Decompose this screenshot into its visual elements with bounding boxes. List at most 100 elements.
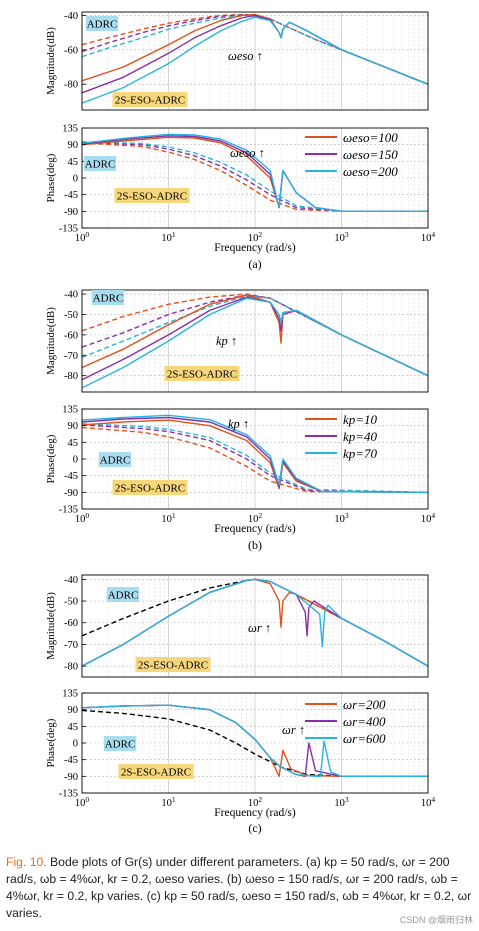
y-tick-label: 135 (62, 124, 78, 135)
y-axis-label: Phase(deg) (45, 434, 57, 483)
series-line (81, 133, 428, 213)
adrc-annotation-label: ADRC (85, 159, 116, 171)
y-tick-label: 45 (68, 438, 79, 449)
series-line (81, 297, 429, 389)
x-tick-label: 101 (161, 795, 176, 809)
series-line (81, 419, 429, 493)
caption-text: Bode plots of Gr(s) under different para… (6, 855, 472, 920)
x-tick-label: 101 (161, 230, 176, 244)
x-tick-label: 104 (421, 795, 436, 809)
adrc-annotation-box (85, 16, 119, 31)
y-tick-label: -90 (64, 772, 78, 783)
param-arrow-label: ωeso ↑ (228, 49, 263, 63)
x-axis-label: Frequency (rad/s) (214, 242, 296, 254)
series-line (81, 704, 428, 777)
legend-entry: ωeso=150 (343, 147, 398, 162)
legend-entry: ωr=400 (343, 714, 386, 729)
y-tick-label: -90 (64, 207, 78, 218)
series-line (81, 424, 429, 493)
param-arrow-label: kp ↑ (228, 417, 249, 431)
adrc-annotation-label: ADRC (93, 293, 124, 305)
y-tick-label: 90 (68, 421, 79, 432)
x-axis-label: Frequency (rad/s) (214, 807, 296, 819)
y-tick-label: -135 (59, 789, 78, 800)
y-tick-label: -70 (64, 640, 78, 651)
y-tick-label: 90 (68, 705, 79, 716)
adrc-annotation-label: ADRC (105, 739, 136, 751)
eso-annotation-box (114, 188, 190, 203)
eso-annotation-label: 2S-ESO-ADRC (138, 660, 208, 672)
chart-c-mag: -40 -50 -60 -70 -80 Magnitude(dB) ADRC 2S-ESO-A… (45, 574, 429, 678)
y-tick-label: -80 (64, 80, 78, 91)
series-line (81, 414, 429, 493)
y-tick-label: -60 (64, 618, 78, 629)
param-arrow-label: ωr ↑ (248, 621, 271, 635)
plot-frame (81, 11, 429, 111)
y-tick-label: -50 (64, 310, 78, 321)
y-tick-label: -45 (64, 190, 78, 201)
eso-annotation-label: 2S-ESO-ADRC (115, 95, 185, 107)
x-tick-label: 103 (334, 795, 349, 809)
y-tick-label: -40 (64, 290, 78, 301)
chart-b-mag: -40 -50 -60 -70 -80 Magnitude(dB) ADRC 2S-ESO-A… (45, 289, 429, 393)
series-line (81, 423, 429, 493)
y-axis-label: Magnitude(dB) (45, 27, 57, 95)
x-tick-label: 104 (421, 511, 436, 525)
adrc-annotation-box (98, 452, 132, 467)
legend-entry: ωeso=100 (343, 130, 398, 145)
y-tick-label: -45 (64, 471, 78, 482)
adrc-annotation-label: ADRC (100, 455, 131, 467)
y-axis-label: Magnitude(dB) (45, 592, 57, 660)
adrc-annotation-box (83, 156, 117, 171)
x-tick-label: 101 (161, 511, 176, 525)
x-tick-label: 100 (75, 511, 90, 525)
eso-annotation-box (164, 366, 240, 381)
series-line (81, 16, 429, 104)
eso-annotation-label: 2S-ESO-ADRC (115, 483, 185, 495)
series-line (81, 426, 429, 493)
y-tick-label: -135 (59, 505, 78, 516)
plot-frame (81, 289, 429, 393)
y-tick-label: 0 (73, 455, 78, 466)
adrc-annotation-label: ADRC (87, 19, 118, 31)
caption-label: Fig. 10. (6, 855, 47, 869)
x-axis-label: Frequency (rad/s) (214, 523, 296, 535)
y-tick-label: 135 (62, 689, 78, 700)
y-axis-label: Magnitude(dB) (45, 307, 57, 375)
y-tick-label: -135 (59, 224, 78, 235)
eso-annotation-label: 2S-ESO-ADRC (167, 369, 237, 381)
x-tick-label: 104 (421, 230, 436, 244)
y-tick-label: -40 (64, 575, 78, 586)
x-tick-label: 100 (75, 795, 90, 809)
param-arrow-label: kp ↑ (216, 334, 237, 348)
param-arrow-label: ωr ↑ (282, 723, 305, 737)
legend-entry: ωr=200 (343, 697, 386, 712)
y-tick-label: -80 (64, 371, 78, 382)
y-tick-label: -70 (64, 351, 78, 362)
y-tick-label: 45 (68, 722, 79, 733)
eso-annotation-label: 2S-ESO-ADRC (117, 191, 187, 203)
series-line (81, 578, 429, 667)
y-tick-label: 45 (68, 157, 79, 168)
watermark: CSDN @烟雨归林 (399, 915, 473, 925)
adrc-annotation-box (91, 290, 125, 305)
series-line (81, 13, 429, 85)
eso-annotation-box (135, 657, 211, 672)
eso-annotation-label: 2S-ESO-ADRC (121, 767, 191, 779)
legend-entry: kp=70 (343, 446, 378, 461)
x-tick-label: 103 (334, 230, 349, 244)
legend-entry: ωeso=200 (343, 164, 398, 179)
y-tick-label: -50 (64, 597, 78, 608)
panel-label: (c) (248, 821, 261, 835)
series-line (81, 294, 429, 377)
param-arrow-label: ωeso ↑ (230, 146, 265, 160)
legend-entry: ωr=600 (343, 731, 386, 746)
legend-entry: kp=40 (343, 429, 378, 444)
series-line (81, 141, 428, 213)
bode-figure: -40 -60 -80 Magnitude(dB) ADRC 2S-ESO-ADRC ωes… (45, 11, 435, 836)
adrc-annotation-label: ADRC (108, 590, 139, 602)
panel-label: (a) (248, 257, 261, 271)
